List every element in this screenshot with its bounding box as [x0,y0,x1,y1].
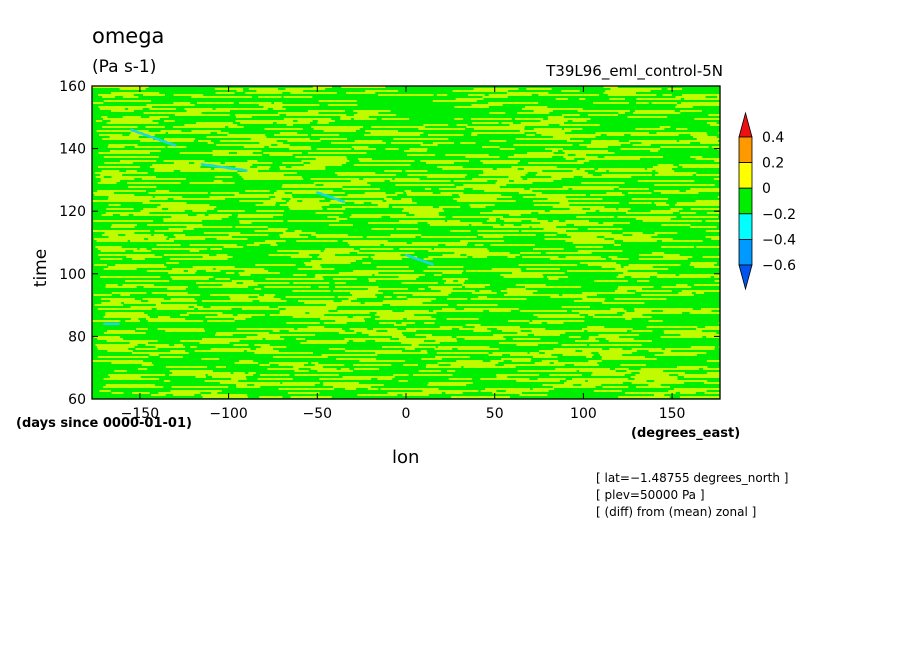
colorbar-label: 0 [762,181,771,197]
y-tick-label: 160 [59,79,86,95]
colorbar: 0.4 0.2 0 −0.2 −0.4 −0.6 [738,111,796,291]
x-tick-label: −150 [121,406,159,422]
feature-1 [200,163,248,172]
chart-units: (Pa s-1) [92,57,157,77]
colorbar-label: −0.2 [762,207,796,223]
plot-features [103,128,434,326]
feature-0 [129,128,177,147]
y-tick-label: 140 [59,142,86,158]
plot-field [92,86,720,399]
colorbar-label: 0.2 [762,156,784,172]
colorbar-label: −0.6 [762,258,796,274]
y-tick-label: 120 [59,204,86,220]
feature-3 [404,253,434,266]
y-tick-label: 100 [59,267,86,283]
colorbar-box [738,238,753,266]
field-streaks [92,86,720,398]
x-tick-label: −50 [303,406,333,422]
annotation-plev: [ plev=50000 Pa ] [596,488,705,502]
annotation-lat: [ lat=−1.48755 degrees_north ] [596,471,789,485]
x-tick-label: 0 [402,406,411,422]
x-tick-label: 150 [659,406,686,422]
colorbar-box [738,213,753,240]
feature-2 [316,191,346,204]
colorbar-box [738,187,753,215]
x-axis-label: lon [392,447,420,468]
chart-title: omega [92,24,165,48]
run-label: T39L96_eml_control-5N [546,62,723,80]
colorbar-arrow-top [738,111,753,138]
y-axis-units: (days since 0000-01-01) [16,416,192,431]
colorbar-box [738,162,753,189]
y-tick-label: 80 [68,329,86,345]
x-axis: −150 −100 −50 0 50 100 150 [121,86,686,422]
x-tick-label: −100 [209,406,247,422]
colorbar-label: 0.4 [762,130,784,146]
y-axis: 60 80 100 120 140 160 [59,79,720,408]
x-tick-label: 50 [486,406,504,422]
annotations: [ lat=−1.48755 degrees_north ] [ plev=50… [596,470,788,521]
colorbar-arrow-bottom [738,264,753,291]
y-tick-label: 60 [68,392,86,408]
colorbar-box [738,136,753,164]
colorbar-label: −0.4 [762,232,796,248]
x-tick-label: 100 [570,406,597,422]
annotation-diff: [ (diff) from (mean) zonal ] [596,505,757,519]
x-axis-units: (degrees_east) [631,426,741,441]
